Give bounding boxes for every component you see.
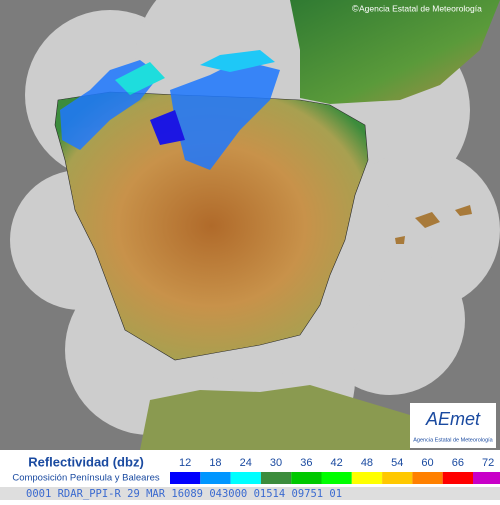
legend-swatch <box>170 472 201 484</box>
legend-label: 54 <box>391 457 403 469</box>
legend-swatch <box>473 472 500 484</box>
legend-label: 48 <box>361 457 373 469</box>
legend-swatch <box>321 472 352 484</box>
logo-box <box>410 403 496 448</box>
precipitation <box>60 50 280 170</box>
legend-label: 72 <box>482 457 494 469</box>
legend-label: 12 <box>179 457 191 469</box>
legend-subtitle: Composición Península y Baleares <box>12 473 160 484</box>
north-africa <box>140 385 410 450</box>
legend-label: 42 <box>331 457 343 469</box>
legend-label: 30 <box>270 457 282 469</box>
france <box>290 0 500 104</box>
copyright: Agencia Estatal de Meteorología <box>359 3 482 13</box>
legend-swatch <box>260 472 292 484</box>
legend-scale: 12 18 24 30 36 42 48 54 60 66 72 <box>170 457 500 484</box>
legend-label: 36 <box>300 457 312 469</box>
legend-swatch <box>442 472 473 484</box>
footer: 0001 RDAR_PPI-R 29 MAR 16089 043000 0151… <box>26 488 342 500</box>
legend-label: 18 <box>209 457 221 469</box>
legend-swatch <box>382 472 413 484</box>
balearics <box>395 205 472 244</box>
copyright-symbol: © <box>352 3 359 13</box>
logo-name: AEmet <box>425 409 481 429</box>
legend-swatch <box>412 472 443 484</box>
footer-bar <box>0 487 500 500</box>
legend-title: Reflectividad (dbz) <box>28 454 144 469</box>
legend-swatch <box>230 472 261 484</box>
logo-subtitle: Agencia Estatal de Meteorología <box>413 437 493 443</box>
legend-swatch <box>200 472 231 484</box>
legend-swatch <box>351 472 383 484</box>
iberia <box>54 91 369 361</box>
legend-swatch <box>291 472 322 484</box>
legend-label: 66 <box>452 457 464 469</box>
legend-label: 24 <box>240 457 252 469</box>
legend-label: 60 <box>421 457 433 469</box>
